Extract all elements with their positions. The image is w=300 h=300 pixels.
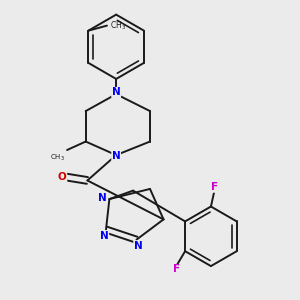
Text: O: O: [58, 172, 67, 182]
Text: N: N: [112, 151, 121, 161]
Text: N: N: [98, 194, 106, 203]
Text: F: F: [173, 265, 180, 275]
Text: F: F: [211, 182, 218, 192]
Text: CH$_3$: CH$_3$: [110, 20, 126, 32]
Text: CH$_3$: CH$_3$: [50, 153, 65, 163]
Text: N: N: [100, 231, 109, 241]
Text: N: N: [112, 88, 121, 98]
Text: N: N: [134, 241, 142, 251]
